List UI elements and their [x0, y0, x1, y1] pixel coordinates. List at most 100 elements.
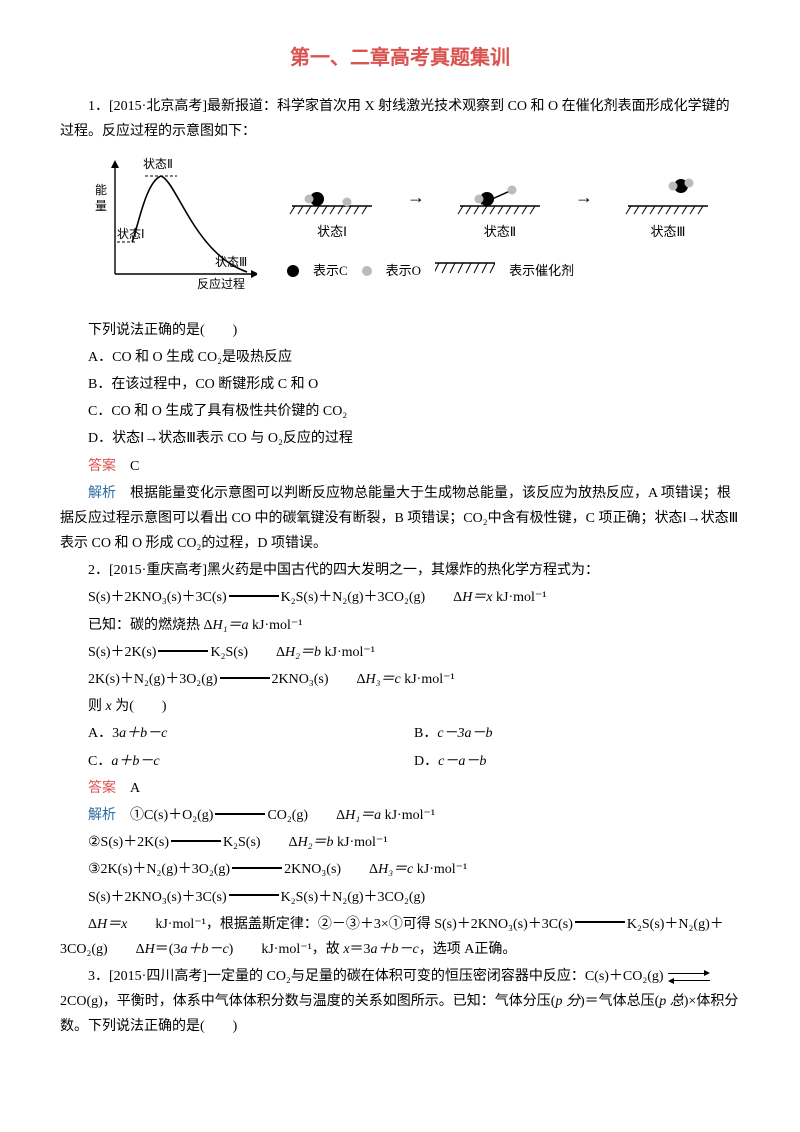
- state-3-label: 状态Ⅲ: [651, 220, 686, 243]
- q2-eq3-tail: kJ·mol⁻¹: [404, 672, 454, 687]
- q2-exp3-H: H₃＝c: [378, 862, 417, 877]
- q2-eq3-pre: 2K(s)＋N₂(g)＋3O₂(g): [88, 672, 218, 687]
- state-2-svg: [455, 176, 545, 216]
- q2-exp5-abbc2: a＋b－c: [371, 942, 419, 957]
- q2-optB: B．c－3a－b: [414, 721, 740, 746]
- explain-label: 解析: [88, 808, 116, 823]
- q2-eq2-H: H₂＝b: [285, 645, 324, 660]
- legend-c-dot: [287, 265, 299, 277]
- q1-optB: B．在该过程中，CO 断键形成 C 和 O: [60, 372, 740, 397]
- q2-exp5-t2: ＝3: [350, 942, 371, 957]
- q2-eq3-H: H₃＝c: [366, 672, 405, 687]
- q2-prompt: 则 x 为( ): [60, 694, 740, 719]
- energy-y-label: 能: [95, 183, 107, 197]
- long-eq-icon: [232, 867, 282, 869]
- q2-exp4-pre: S(s)＋2KNO₃(s)＋3C(s): [88, 890, 227, 905]
- q1-optA: A．CO 和 O 生成 CO₂是吸热反应: [60, 345, 740, 370]
- q1-explain: 解析 根据能量变化示意图可以判断反应物总能量大于生成物总能量，该反应为放热反应，…: [60, 481, 740, 557]
- legend-catalyst-label: 表示催化剂: [509, 259, 574, 282]
- q1-answer: 答案 C: [60, 454, 740, 479]
- q2-eq3: 2K(s)＋N₂(g)＋3O₂(g) 2KNO₃(s) ΔH₃＝c kJ·mol⁻…: [60, 667, 740, 692]
- legend-c-label: 表示C: [313, 259, 348, 282]
- q2-exp-5: ΔH＝x kJ·mol⁻¹，根据盖斯定律：②－③＋3×①可得 S(s)＋2KNO…: [60, 912, 740, 962]
- q2-exp-4: S(s)＋2KNO₃(s)＋3C(s) K₂S(s)＋N₂(g)＋3CO₂(g): [60, 885, 740, 910]
- state-2-label: 状态Ⅱ: [484, 220, 516, 243]
- equilibrium-icon: [666, 972, 712, 982]
- q2-answer: 答案 A: [60, 776, 740, 801]
- long-eq-icon: [220, 677, 270, 679]
- states-row: 状态Ⅰ →: [287, 176, 713, 243]
- q1-optC: C．CO 和 O 生成了具有极性共价键的 CO₂: [60, 399, 740, 424]
- state-2: 状态Ⅱ: [455, 176, 545, 243]
- q2-exp4-post: K₂S(s)＋N₂(g)＋3CO₂(g): [281, 890, 426, 905]
- q2-eq1-pre: S(s)＋2KNO₃(s)＋3C(s): [88, 590, 227, 605]
- q2-optA: A．3a＋b－c: [88, 721, 414, 746]
- q3-pfen: p 分: [555, 994, 580, 1009]
- q2-optD: D．c－a－b: [414, 749, 740, 774]
- q2-exp5-t1: ) kJ·mol⁻¹，故: [229, 942, 344, 957]
- q2-optD-pre: D．: [414, 754, 438, 769]
- svg-text:量: 量: [95, 199, 107, 213]
- q2-exp-3: ③2K(s)＋N₂(g)＋3O₂(g) 2KNO₃(s) ΔH₃＝c kJ·mol…: [60, 857, 740, 882]
- arrow-icon: →: [407, 181, 425, 213]
- q2-exp1-H: H₁＝a: [345, 808, 384, 823]
- q2-exp5-abbc: a＋b－c: [180, 942, 228, 957]
- q3-stem-c: )＝气体总压(: [580, 994, 659, 1009]
- energy-graph: 能 量 状态Ⅱ 状态Ⅰ 状态Ⅲ 反应过程: [87, 154, 257, 303]
- states-block: 状态Ⅰ →: [287, 176, 713, 283]
- q2-known-pre: 已知：碳的燃烧热 Δ: [88, 618, 213, 633]
- state-3-svg: [623, 176, 713, 216]
- energy-x-label: 反应过程: [197, 276, 245, 291]
- q2-eq2: S(s)＋2K(s)K₂S(s) ΔH₂＝b kJ·mol⁻¹: [60, 640, 740, 665]
- long-eq-icon: [229, 595, 279, 597]
- state-1: 状态Ⅰ: [287, 176, 377, 243]
- q2-exp5-t3: ，选项 A正确。: [419, 942, 517, 957]
- long-eq-icon: [158, 650, 208, 652]
- q2-optB-post: c－3a－b: [437, 726, 492, 741]
- energy-state2: 状态Ⅱ: [143, 157, 173, 171]
- q2-eq3-post: 2KNO₃(s) Δ: [272, 672, 366, 687]
- energy-graph-svg: 能 量 状态Ⅱ 状态Ⅰ 状态Ⅲ 反应过程: [87, 154, 257, 294]
- q2-opt-row1: A．3a＋b－c B．c－3a－b: [88, 721, 740, 746]
- q2-exp3-tail: kJ·mol⁻¹: [417, 862, 467, 877]
- q2-eq1-H: H＝x: [462, 590, 496, 605]
- state-3: 状态Ⅲ: [623, 176, 713, 243]
- q2-known-tail: kJ·mol⁻¹: [252, 618, 302, 633]
- legend-o-dot: [362, 266, 372, 276]
- q2-eq2-post: K₂S(s) Δ: [210, 645, 285, 660]
- q2-optB-pre: B．: [414, 726, 437, 741]
- q3-stem-b: 2CO(g)，平衡时，体系中气体体积分数与温度的关系如图所示。已知：气体分压(: [60, 994, 555, 1009]
- q2-exp2-H: H₂＝b: [298, 835, 337, 850]
- q2-eq1: S(s)＋2KNO₃(s)＋3C(s)K₂S(s)＋N₂(g)＋3CO₂(g) …: [60, 585, 740, 610]
- q2-exp1-post: CO₂(g) Δ: [267, 808, 345, 823]
- q2-known-H: H₁＝a: [213, 618, 252, 633]
- q2-exp5-H: H＝x: [97, 917, 127, 932]
- q1-diagram: 能 量 状态Ⅱ 状态Ⅰ 状态Ⅲ 反应过程: [60, 154, 740, 303]
- q2-prompt-pre: 则: [88, 699, 106, 714]
- q3-stem: 3．[2015·四川高考]一定量的 CO₂与足量的碳在体积可变的恒压密闭容器中反…: [60, 964, 740, 1040]
- q1-optD: D．状态Ⅰ→状态Ⅲ表示 CO 与 O₂反应的过程: [60, 426, 740, 451]
- q2-exp5-b: kJ·mol⁻¹，根据盖斯定律：②－③＋3×①可得 S(s)＋2KNO₃(s)＋…: [127, 917, 573, 932]
- q1-stem: 1．[2015·北京高考]最新报道：科学家首次用 X 射线激光技术观察到 CO …: [60, 94, 740, 144]
- q2-optC-post: a＋b－c: [111, 754, 159, 769]
- energy-state1: 状态Ⅰ: [117, 227, 145, 241]
- q2-exp5-a: Δ: [88, 917, 97, 932]
- legend-o-label: 表示O: [386, 259, 421, 282]
- q2-exp3-pre: ③2K(s)＋N₂(g)＋3O₂(g): [88, 862, 230, 877]
- q2-optA-pre: A．3: [88, 726, 119, 741]
- q2-answer-value: A: [116, 781, 140, 796]
- long-eq-icon: [215, 813, 265, 815]
- state-1-svg: [287, 176, 377, 216]
- q2-stem: 2．[2015·重庆高考]黑火药是中国古代的四大发明之一，其爆炸的热化学方程式为…: [60, 558, 740, 583]
- q2-optC: C．a＋b－c: [88, 749, 414, 774]
- q2-exp3-post: 2KNO₃(s) Δ: [284, 862, 378, 877]
- q2-exp2-post: K₂S(s) Δ: [223, 835, 298, 850]
- answer-label: 答案: [88, 459, 116, 474]
- q2-optD-post: c－a－b: [438, 754, 486, 769]
- legend-hatch: [435, 259, 495, 282]
- q2-optC-pre: C．: [88, 754, 111, 769]
- q1-prompt: 下列说法正确的是( ): [60, 318, 740, 343]
- q2-exp-2: ②S(s)＋2K(s)K₂S(s) ΔH₂＝b kJ·mol⁻¹: [60, 830, 740, 855]
- arrow-icon: →: [575, 181, 593, 213]
- q2-eq1-tail: kJ·mol⁻¹: [496, 590, 546, 605]
